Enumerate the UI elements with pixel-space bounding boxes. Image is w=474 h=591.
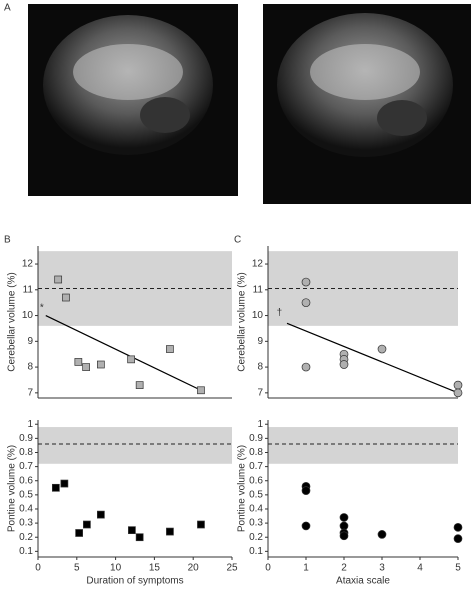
- y-tick-label: 7: [257, 387, 263, 398]
- x-tick-label: 15: [149, 563, 161, 574]
- reference-band: [268, 427, 458, 464]
- y-tick-label: 12: [252, 259, 264, 270]
- y-tick-label: 0.9: [19, 433, 33, 444]
- panel-label: C: [234, 235, 241, 246]
- x-tick-label: 25: [226, 563, 238, 574]
- point: [197, 520, 205, 529]
- point: [166, 527, 174, 536]
- y-axis-label: Cerebellar volume (%): [237, 272, 248, 371]
- point: [453, 534, 463, 543]
- annotation: *: [40, 302, 44, 313]
- x-tick-label: 4: [417, 563, 423, 574]
- y-tick-label: 12: [22, 259, 34, 270]
- point: [74, 358, 83, 366]
- y-tick-label: 0.2: [249, 532, 263, 543]
- y-tick-label: 0.4: [249, 504, 263, 515]
- point: [301, 521, 311, 531]
- y-axis-label: Pontine volume (%): [237, 445, 248, 532]
- y-tick-label: 0.5: [249, 489, 263, 500]
- point: [60, 479, 69, 488]
- point: [97, 510, 105, 519]
- x-tick-label: 0: [265, 563, 271, 574]
- x-tick-label: 0: [35, 563, 41, 574]
- y-tick-label: 0.2: [19, 532, 33, 543]
- point: [197, 386, 205, 395]
- y-tick-label: 0.8: [19, 447, 33, 458]
- y-tick-label: 0.1: [249, 546, 263, 557]
- point: [51, 483, 60, 492]
- panel-label: A: [4, 3, 11, 14]
- point: [82, 363, 90, 371]
- x-tick-label: 2: [341, 563, 347, 574]
- point: [135, 533, 144, 542]
- point: [75, 529, 83, 537]
- y-axis-label: Cerebellar volume (%): [7, 272, 18, 371]
- point: [62, 293, 70, 302]
- point: [301, 277, 311, 287]
- x-tick-label: 20: [188, 563, 200, 574]
- fit-line: [286, 322, 459, 394]
- point: [127, 355, 135, 364]
- point: [128, 526, 136, 535]
- mri-image: [28, 4, 238, 196]
- x-tick-label: 5: [455, 563, 461, 574]
- y-tick-label: 0.7: [19, 461, 33, 472]
- x-tick-label: 10: [110, 563, 122, 574]
- y-tick-label: 1: [257, 419, 263, 430]
- y-axis-label: Pontine volume (%): [7, 445, 18, 532]
- y-tick-label: 10: [252, 310, 264, 321]
- point: [377, 344, 387, 354]
- y-tick-label: 0.6: [19, 475, 33, 486]
- point: [339, 531, 349, 541]
- y-tick-label: 11: [253, 284, 264, 295]
- panel-label: B: [4, 235, 11, 246]
- point: [97, 360, 105, 369]
- y-tick-label: 7: [27, 387, 33, 398]
- point: [453, 380, 463, 390]
- fit-line: [45, 315, 202, 391]
- reference-band: [38, 427, 232, 464]
- point: [339, 513, 349, 522]
- y-tick-label: 9: [27, 336, 33, 347]
- y-tick-label: 0.7: [249, 461, 263, 472]
- y-tick-label: 8: [257, 362, 263, 373]
- y-tick-label: 11: [23, 284, 34, 295]
- y-tick-label: 9: [257, 336, 263, 347]
- y-tick-label: 0.3: [249, 518, 263, 529]
- point: [453, 388, 463, 398]
- x-tick-label: 5: [74, 563, 80, 574]
- mri-image: [263, 4, 471, 204]
- annotation: †: [277, 308, 283, 319]
- point: [83, 520, 91, 529]
- y-tick-label: 0.4: [19, 504, 33, 515]
- point: [301, 486, 311, 495]
- x-axis-label: Ataxia scale: [336, 576, 390, 586]
- x-tick-label: 1: [303, 563, 309, 574]
- point: [301, 298, 311, 308]
- point: [377, 530, 387, 539]
- y-tick-label: 0.9: [249, 433, 263, 444]
- point: [166, 345, 174, 353]
- y-tick-label: 0.3: [19, 518, 33, 529]
- point: [301, 362, 311, 372]
- point: [453, 522, 463, 532]
- y-tick-label: 0.6: [249, 475, 263, 486]
- y-tick-label: 8: [27, 362, 33, 373]
- x-axis-label: Duration of symptoms: [86, 576, 183, 586]
- y-tick-label: 10: [22, 310, 34, 321]
- x-tick-label: 3: [379, 563, 385, 574]
- point: [54, 275, 63, 284]
- point: [339, 360, 349, 369]
- y-tick-label: 0.1: [19, 546, 33, 557]
- point: [135, 381, 144, 389]
- y-tick-label: 0.8: [249, 447, 263, 458]
- y-tick-label: 1: [27, 419, 33, 430]
- y-tick-label: 0.5: [19, 489, 33, 500]
